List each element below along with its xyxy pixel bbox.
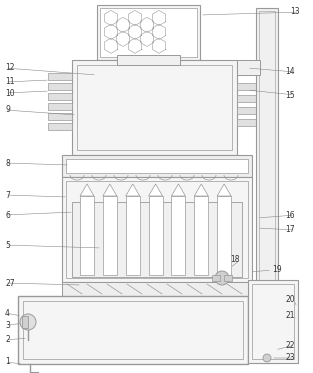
Bar (252, 284, 294, 359)
Bar (62, 155, 252, 177)
Polygon shape (172, 184, 185, 196)
Bar (237, 119, 261, 126)
Text: 4: 4 (5, 308, 10, 317)
Bar (72, 202, 242, 277)
Text: 8: 8 (5, 159, 10, 167)
Text: 17: 17 (285, 226, 295, 235)
Bar (48, 113, 72, 120)
Text: 10: 10 (5, 88, 15, 97)
Polygon shape (149, 184, 162, 196)
Text: 12: 12 (5, 63, 14, 72)
Bar (212, 275, 220, 281)
Bar (80, 196, 94, 275)
Bar (48, 123, 72, 130)
Text: 11: 11 (5, 78, 14, 87)
Polygon shape (126, 184, 140, 196)
Bar (48, 73, 72, 80)
Bar (100, 8, 197, 57)
Text: 15: 15 (285, 91, 295, 100)
Text: 22: 22 (285, 341, 295, 350)
Text: 13: 13 (290, 7, 300, 16)
Bar (66, 181, 248, 278)
Bar (23, 301, 243, 359)
Bar (48, 93, 72, 100)
Bar (62, 282, 252, 296)
Bar (48, 83, 72, 90)
Text: 9: 9 (5, 106, 10, 115)
Bar (248, 280, 298, 363)
Text: 20: 20 (285, 295, 295, 304)
Bar (103, 196, 117, 275)
Bar (18, 296, 248, 364)
Bar (224, 275, 232, 281)
Bar (259, 11, 275, 360)
Bar (22, 316, 28, 328)
Polygon shape (217, 184, 231, 196)
Text: 2: 2 (5, 335, 10, 345)
Text: 27: 27 (5, 279, 15, 288)
Circle shape (20, 314, 36, 330)
Bar (194, 196, 208, 275)
Bar (97, 5, 200, 60)
Bar (48, 103, 72, 110)
Text: 1: 1 (5, 357, 10, 367)
Bar (217, 196, 231, 275)
Bar (66, 159, 248, 173)
Text: 23: 23 (285, 354, 295, 363)
Bar (237, 83, 261, 90)
Text: 5: 5 (5, 241, 10, 250)
Text: 7: 7 (5, 191, 10, 200)
Bar (117, 55, 180, 65)
Bar (126, 196, 140, 275)
Circle shape (263, 354, 271, 362)
Bar (256, 8, 278, 363)
Text: 18: 18 (230, 256, 240, 264)
Bar (77, 65, 232, 150)
Bar (237, 107, 261, 114)
Polygon shape (103, 184, 117, 196)
Bar (237, 60, 260, 75)
Bar (149, 196, 162, 275)
Bar (237, 95, 261, 102)
Text: 21: 21 (285, 310, 295, 320)
Bar (62, 177, 252, 282)
Text: 19: 19 (272, 266, 282, 275)
Text: 3: 3 (5, 320, 10, 329)
Text: 14: 14 (285, 68, 295, 76)
Polygon shape (194, 184, 208, 196)
Circle shape (215, 271, 229, 285)
Bar (72, 60, 237, 155)
Polygon shape (80, 184, 94, 196)
Bar (172, 196, 185, 275)
Text: 16: 16 (285, 210, 295, 219)
Text: 6: 6 (5, 210, 10, 219)
